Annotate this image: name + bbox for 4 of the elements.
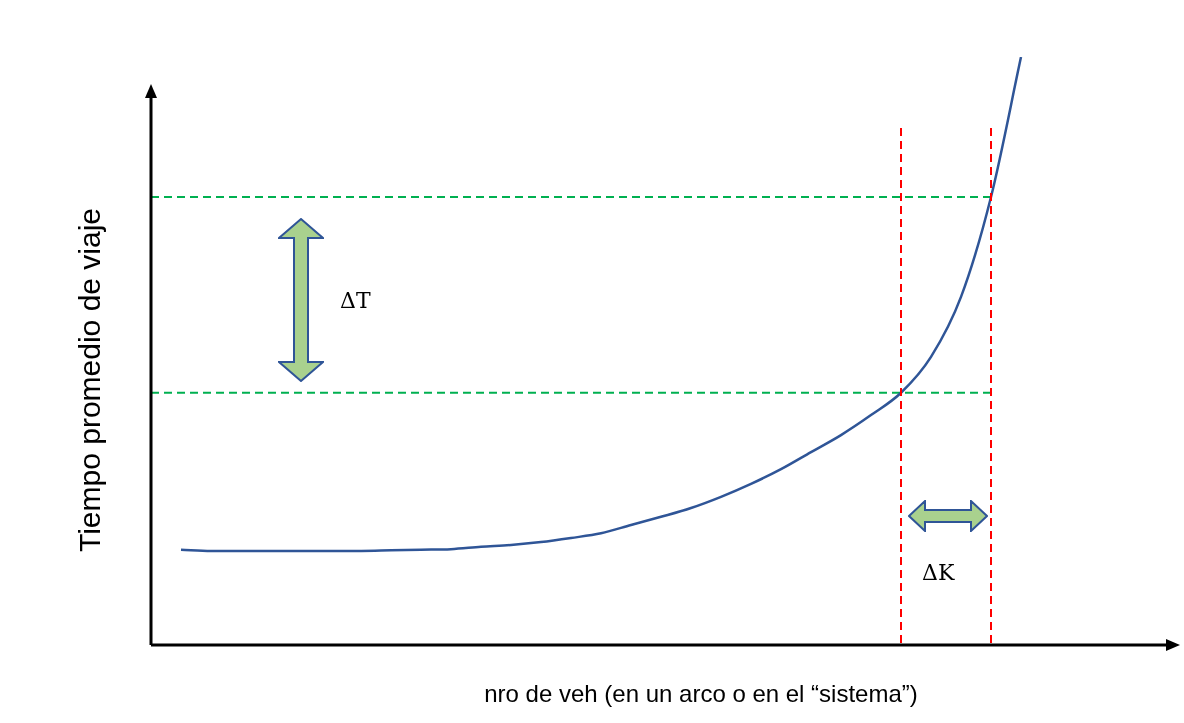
x-axis-title: nro de veh (en un arco o en el “sistema”) <box>484 679 918 707</box>
y-axis-title: Tiempo promedio de viaje <box>73 207 107 553</box>
annotation: ΔT <box>340 288 371 313</box>
annotation: ΔK <box>922 560 955 585</box>
